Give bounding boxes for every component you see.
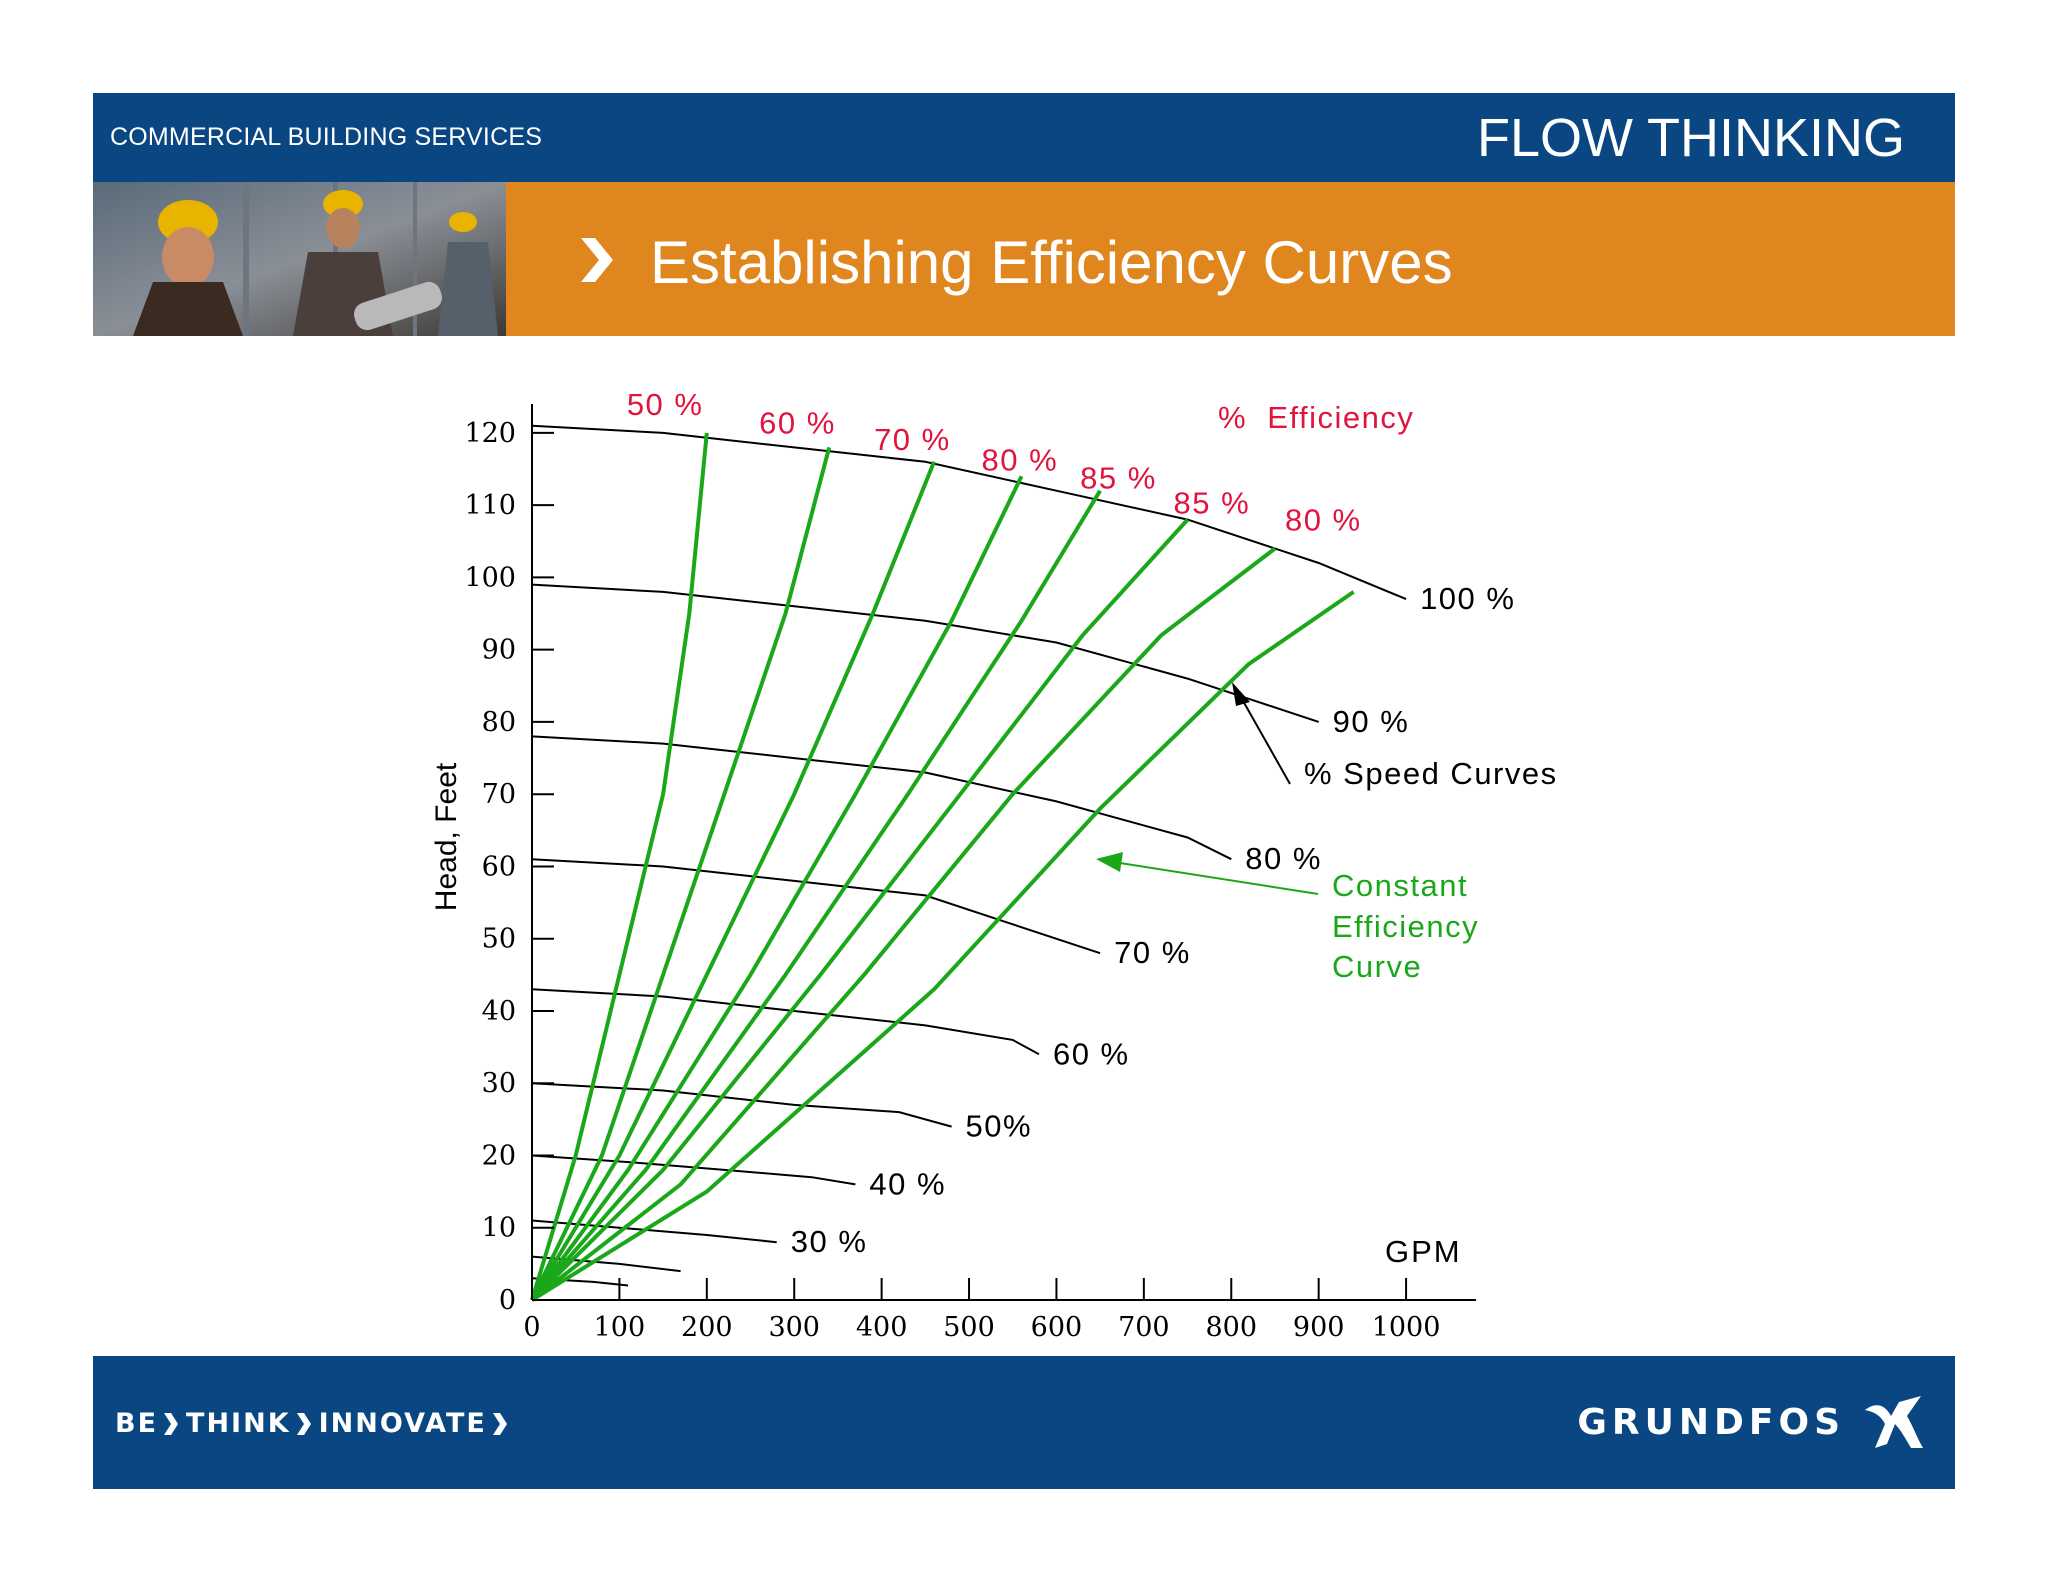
chevron-right-icon — [581, 238, 613, 282]
x-tick-label-400: 400 — [856, 1312, 908, 1343]
y-tick-label-50: 50 — [482, 924, 516, 955]
efficiency-label-6: 80 % — [1285, 503, 1362, 538]
speed-curve-label-1: 90 % — [1333, 704, 1410, 739]
speed-curve-label-0: 100 % — [1420, 581, 1515, 616]
speed-curve-label-4: 60 % — [1053, 1036, 1130, 1071]
title-bar: Establishing Efficiency Curves — [93, 182, 1955, 336]
speed-curve-2 — [531, 735, 1232, 861]
slogan-innovate: INNOVATE — [318, 1408, 487, 1439]
constant-efficiency-arrow-head — [1096, 852, 1123, 872]
y-tick-label-60: 60 — [482, 851, 516, 882]
ticks-group: 0 100 200 300 400 500 600 700 800 900 1000 0 10 20 30 4… — [464, 418, 1440, 1343]
efficiency-curve-4 — [530, 489, 1102, 1302]
constant-efficiency-label-2: Efficiency — [1332, 909, 1479, 944]
constant-efficiency-label-3: Curve — [1332, 949, 1422, 984]
slogan: BE THINK INNOVATE — [115, 1408, 515, 1439]
efficiency-curve-5 — [530, 518, 1190, 1302]
workers-photo — [93, 182, 506, 336]
efficiency-curve-7 — [530, 590, 1355, 1302]
slogan-think: THINK — [186, 1408, 291, 1439]
y-tick-label-90: 90 — [482, 635, 516, 666]
speed-curve-1 — [531, 583, 1320, 723]
speed-curve-label-6: 40 % — [869, 1166, 946, 1201]
chevron-right-icon — [296, 1412, 311, 1435]
efficiency-curves-group: 50 % 60 % 70 % 80 % 85 % 85 % 80 % — [530, 387, 1362, 1302]
y-tick-label-80: 80 — [482, 707, 516, 738]
x-tick-label-800: 800 — [1205, 1312, 1257, 1343]
speed-curve-label-7: 30 % — [791, 1224, 868, 1259]
chart-svg: 100 % 90 % 80 % 70 % 60 % 50% 40 %30 % 50 % 60 … — [430, 387, 1558, 1343]
y-tick-label-70: 70 — [482, 779, 516, 810]
slide-title: Establishing Efficiency Curves — [650, 229, 1453, 296]
efficiency-label-2: 70 % — [874, 422, 951, 457]
tagline: FLOW THINKING — [1476, 108, 1905, 168]
speed-curves-group: 100 % 90 % 80 % 70 % 60 % 50% 40 %30 % — [531, 424, 1515, 1287]
chevron-right-icon — [164, 1412, 179, 1435]
footer-bar: BE THINK INNOVATE GRUNDFOS — [93, 1356, 1955, 1489]
efficiency-label-3: 80 % — [981, 442, 1058, 477]
speed-curve-label-3: 70 % — [1114, 935, 1191, 970]
speed-curve-6 — [531, 1154, 856, 1186]
chevron-right-icon — [492, 1412, 507, 1435]
efficiency-curve-6 — [530, 546, 1277, 1302]
x-tick-label-700: 700 — [1118, 1312, 1170, 1343]
y-tick-label-10: 10 — [482, 1213, 516, 1244]
y-tick-label-100: 100 — [464, 562, 516, 593]
speed-curves-arrow-shaft — [1237, 691, 1291, 785]
efficiency-curve-2 — [530, 461, 936, 1302]
header-bar: COMMERCIAL BUILDING SERVICES FLOW THINKI… — [93, 93, 1955, 182]
efficiency-chart: 100 % 90 % 80 % 70 % 60 % 50% 40 % 30 % 50 % 60 … — [420, 360, 1620, 1350]
x-tick-label-0: 0 — [523, 1312, 540, 1343]
company-label: COMMERCIAL BUILDING SERVICES — [110, 123, 543, 151]
y-tick-label-120: 120 — [464, 418, 516, 449]
y-tick-label-30: 30 — [482, 1068, 516, 1099]
x-tick-label-300: 300 — [768, 1312, 820, 1343]
x-tick-label-100: 100 — [594, 1312, 646, 1343]
y-axis-label: Head, Feet — [430, 762, 463, 911]
efficiency-curve-1 — [530, 446, 832, 1301]
speed-curve-3 — [531, 858, 1101, 955]
slogan-be: BE — [115, 1408, 159, 1439]
x-tick-label-200: 200 — [681, 1312, 733, 1343]
constant-efficiency-label-1: Constant — [1332, 868, 1468, 903]
efficiency-label-0: 50 % — [627, 387, 704, 422]
speed-curve-5 — [531, 1082, 952, 1128]
grundfos-logo-icon — [1865, 1396, 1923, 1448]
x-axis-label: GPM — [1385, 1234, 1462, 1269]
y-tick-label-40: 40 — [482, 996, 516, 1027]
brand-name: GRUNDFOS — [1577, 1402, 1845, 1443]
speed-curve-0 — [531, 424, 1407, 601]
efficiency-label-1: 60 % — [759, 405, 836, 440]
x-tick-label-600: 600 — [1031, 1312, 1083, 1343]
x-tick-label-1000: 1000 — [1372, 1312, 1441, 1343]
efficiency-curve-3 — [530, 475, 1024, 1302]
x-tick-label-900: 900 — [1293, 1312, 1345, 1343]
y-tick-label-20: 20 — [482, 1140, 516, 1171]
speed-curve-label-5: 50% — [966, 1109, 1033, 1144]
speed-curves-label: % Speed Curves — [1304, 756, 1558, 791]
efficiency-title: % Efficiency — [1218, 400, 1414, 435]
constant-efficiency-arrow-shaft — [1119, 862, 1319, 895]
x-tick-label-500: 500 — [943, 1312, 995, 1343]
efficiency-label-5: 85 % — [1174, 486, 1251, 521]
y-tick-label-110: 110 — [464, 490, 516, 521]
efficiency-label-4: 85 % — [1080, 461, 1157, 496]
speed-curve-4 — [531, 988, 1040, 1056]
efficiency-curve-0 — [530, 432, 709, 1301]
speed-curve-label-2: 80 % — [1245, 841, 1322, 876]
y-tick-label-0: 0 — [499, 1285, 516, 1316]
speed-curves-arrow-head — [1232, 682, 1250, 706]
